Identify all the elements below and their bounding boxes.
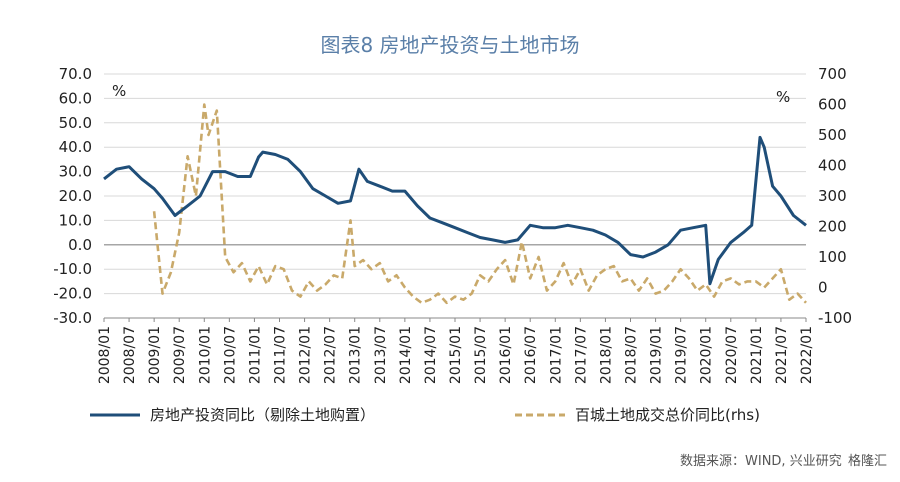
left-tick-label: 60.0 — [59, 89, 92, 107]
right-tick-label: 300 — [818, 187, 847, 205]
x-tick-label: 2019/01 — [649, 326, 665, 384]
right-axis-unit: % — [776, 88, 790, 106]
x-tick-label: 2022/01 — [799, 326, 815, 384]
legend-label-land: 百城土地成交总价同比(rhs) — [575, 406, 760, 424]
x-tick-label: 2013/01 — [348, 326, 364, 384]
right-tick-label: 500 — [818, 126, 847, 144]
x-tick-label: 2009/01 — [147, 326, 163, 384]
left-tick-label: 20.0 — [59, 187, 92, 205]
left-tick-label: 70.0 — [59, 65, 92, 83]
right-tick-label: -100 — [818, 309, 852, 327]
left-tick-label: -30.0 — [53, 309, 92, 327]
x-axis: 2008/01 2008/07 2009/01 2009/07 2010/01 2010/… — [97, 317, 815, 384]
left-tick-label: -10.0 — [53, 260, 92, 278]
watermark: 格隆汇 — [848, 453, 887, 469]
investment-line — [103, 135, 807, 286]
right-tick-label: 400 — [818, 157, 847, 175]
x-tick-label: 2016/07 — [523, 326, 539, 384]
left-tick-label: 10.0 — [59, 211, 92, 229]
x-tick-label: 2012/07 — [323, 326, 339, 384]
x-tick-label: 2018/01 — [598, 326, 614, 384]
legend: 房地产投资同比（剔除土地购置） 百城土地成交总价同比(rhs) — [90, 406, 760, 424]
x-tick-label: 2015/07 — [473, 326, 489, 384]
x-tick-label: 2019/07 — [674, 326, 690, 384]
x-tick-label: 2014/07 — [423, 326, 439, 384]
x-tick-label: 2018/07 — [624, 326, 640, 384]
left-tick-label: 50.0 — [59, 114, 92, 132]
series-investment — [103, 135, 807, 286]
right-tick-label: 0 — [818, 279, 828, 297]
gridlines — [104, 73, 806, 295]
x-tick-label: 2014/01 — [398, 326, 414, 384]
x-tick-label: 2016/01 — [498, 326, 514, 384]
x-tick-label: 2020/07 — [724, 326, 740, 384]
legend-label-investment: 房地产投资同比（剔除土地购置） — [150, 406, 375, 424]
x-tick-label: 2017/01 — [548, 326, 564, 384]
series-land-total — [152, 103, 807, 305]
x-tick-label: 2011/01 — [247, 326, 263, 384]
x-tick-label: 2009/07 — [172, 326, 188, 384]
right-tick-label: 100 — [818, 248, 847, 266]
left-axis-unit: % — [112, 82, 126, 100]
x-tick-label: 2020/01 — [699, 326, 715, 384]
x-tick-label: 2013/07 — [373, 326, 389, 384]
x-tick-label: 2008/07 — [122, 326, 138, 384]
x-tick-label: 2008/01 — [97, 326, 113, 384]
x-tick-label: 2010/01 — [197, 326, 213, 384]
x-tick-label: 2021/01 — [749, 326, 765, 384]
right-tick-label: 200 — [818, 218, 847, 236]
chart-title: 图表8 房地产投资与土地市场 — [320, 33, 579, 57]
x-tick-label: 2015/01 — [448, 326, 464, 384]
left-axis: 70.0 60.0 50.0 40.0 30.0 20.0 10.0 0.0 -10.0 -20.… — [53, 65, 92, 327]
left-tick-label: 0.0 — [68, 236, 92, 254]
x-tick-label: 2010/07 — [222, 326, 238, 384]
source-note: 数据来源：WIND, 兴业研究 — [680, 454, 842, 469]
land-total-line — [152, 103, 807, 305]
left-tick-label: 40.0 — [59, 138, 92, 156]
right-axis: 700 600 500 400 300 200 100 0 -100 — [818, 65, 852, 327]
x-tick-label: 2011/07 — [273, 326, 289, 384]
x-tick-label: 2021/07 — [774, 326, 790, 384]
right-tick-label: 600 — [818, 96, 847, 114]
left-tick-label: 30.0 — [59, 163, 92, 181]
left-tick-label: -20.0 — [53, 285, 92, 303]
right-tick-label: 700 — [818, 65, 847, 83]
x-tick-label: 2012/01 — [298, 326, 314, 384]
x-tick-label: 2017/07 — [573, 326, 589, 384]
